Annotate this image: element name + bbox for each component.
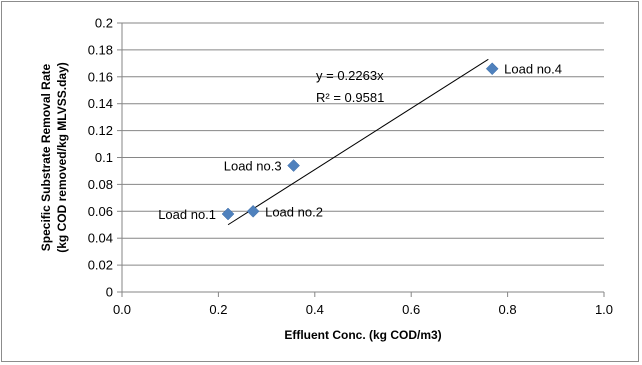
- x-tick-label: 1.0: [595, 302, 613, 317]
- y-tick-label: 0.04: [88, 231, 113, 246]
- data-point-label: Load no.2: [265, 204, 323, 219]
- y-tick-label: 0.08: [88, 177, 113, 192]
- y-tick-labels: 0 0.02 0.04 0.06 0.08 0.1 0.12 0.14 0.16 0.18 0.2: [88, 16, 113, 300]
- y-tick-label: 0.06: [88, 204, 113, 219]
- data-point-marker: [485, 62, 499, 76]
- y-tick-label: 0.2: [95, 16, 113, 31]
- y-axis-title-line-2: (kg COD removed/kg MLVSS.day): [55, 62, 69, 252]
- data-point-label: Load no.1: [158, 207, 216, 222]
- y-tick-label: 0.18: [88, 42, 113, 57]
- y-axis-title-line-1: Specific Substrate Removal Rate: [39, 63, 53, 251]
- y-tick-label: 0: [106, 285, 113, 300]
- x-axis-title: Effluent Conc. (kg COD/m3): [284, 328, 441, 342]
- data-point-label: Load no.4: [504, 62, 562, 77]
- x-tick-label: 0.4: [306, 302, 324, 317]
- y-tick-label: 0.14: [88, 96, 113, 111]
- y-tick-label: 0.12: [88, 123, 113, 138]
- x-tick-label: 0.2: [209, 302, 227, 317]
- data-points: Load no.1 Load no.2 Load no.3 Load no.4: [158, 62, 562, 222]
- r-squared-label: R² = 0.9581: [316, 90, 384, 105]
- data-point-marker: [246, 204, 260, 218]
- gridlines: [117, 22, 605, 297]
- y-tick-label: 0.1: [95, 150, 113, 165]
- trendline: [227, 58, 489, 226]
- x-tick-labels: 0.0 0.2 0.4 0.6 0.8 1.0: [113, 302, 613, 317]
- x-tick-label: 0.8: [499, 302, 517, 317]
- data-point-label: Load no.3: [224, 159, 282, 174]
- x-tick-label: 0.6: [402, 302, 420, 317]
- y-tick-label: 0.16: [88, 69, 113, 84]
- x-tick-label: 0.0: [113, 302, 131, 317]
- data-point-marker: [287, 159, 300, 172]
- y-tick-label: 0.02: [88, 258, 113, 273]
- trendline-equation: y = 0.2263x: [316, 68, 384, 83]
- data-point-marker: [221, 207, 235, 221]
